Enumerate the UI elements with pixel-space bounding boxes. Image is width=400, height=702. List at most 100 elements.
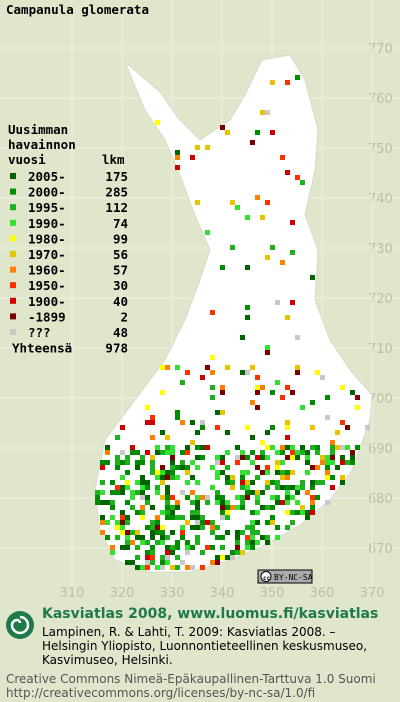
occurrence — [295, 365, 300, 370]
occurrence — [270, 425, 275, 430]
occurrence — [180, 460, 185, 465]
occurrence — [175, 415, 180, 420]
occurrence — [310, 505, 315, 510]
occurrence — [135, 565, 140, 570]
occurrence — [210, 520, 215, 525]
occurrence — [280, 155, 285, 160]
occurrence — [275, 485, 280, 490]
occurrence — [290, 495, 295, 500]
occurrence — [310, 445, 315, 450]
legend-count: 112 — [105, 200, 128, 215]
occurrence — [150, 460, 155, 465]
occurrence — [290, 300, 295, 305]
occurrence — [170, 530, 175, 535]
occurrence — [295, 500, 300, 505]
occurrence — [220, 390, 225, 395]
citation: Kasvimuseo, Helsinki. — [42, 653, 173, 667]
occurrence — [225, 555, 230, 560]
occurrence — [250, 520, 255, 525]
legend-count: 57 — [113, 263, 128, 278]
occurrence — [325, 455, 330, 460]
occurrence — [175, 475, 180, 480]
occurrence — [175, 365, 180, 370]
occurrence — [315, 465, 320, 470]
occurrence — [285, 170, 290, 175]
occurrence — [190, 155, 195, 160]
occurrence — [175, 565, 180, 570]
legend-label: 1900- — [28, 294, 66, 309]
occurrence — [220, 500, 225, 505]
occurrence — [235, 540, 240, 545]
occurrence — [255, 490, 260, 495]
occurrence — [215, 425, 220, 430]
occurrence — [255, 195, 260, 200]
occurrence — [275, 480, 280, 485]
occurrence — [260, 110, 265, 115]
occurrence — [180, 515, 185, 520]
occurrence — [260, 450, 265, 455]
occurrence — [145, 560, 150, 565]
occurrence — [280, 485, 285, 490]
occurrence — [275, 495, 280, 500]
occurrence — [190, 500, 195, 505]
occurrence — [285, 510, 290, 515]
occurrence — [365, 425, 370, 430]
occurrence — [145, 485, 150, 490]
occurrence — [185, 540, 190, 545]
occurrence — [200, 425, 205, 430]
occurrence — [210, 310, 215, 315]
occurrence — [160, 525, 165, 530]
occurrence — [235, 205, 240, 210]
occurrence — [195, 520, 200, 525]
occurrence — [295, 370, 300, 375]
occurrence — [140, 540, 145, 545]
occurrence — [255, 455, 260, 460]
occurrence — [100, 520, 105, 525]
occurrence — [210, 485, 215, 490]
occurrence — [285, 445, 290, 450]
occurrence — [170, 450, 175, 455]
occurrence — [245, 425, 250, 430]
occurrence — [215, 500, 220, 505]
svg-text:cc: cc — [263, 575, 271, 582]
occurrence — [155, 450, 160, 455]
occurrence — [210, 395, 215, 400]
occurrence — [165, 545, 170, 550]
occurrence — [190, 490, 195, 495]
occurrence — [265, 445, 270, 450]
occurrence — [150, 505, 155, 510]
occurrence — [255, 465, 260, 470]
occurrence — [125, 455, 130, 460]
occurrence — [195, 505, 200, 510]
occurrence — [240, 370, 245, 375]
occurrence — [110, 480, 115, 485]
occurrence — [160, 510, 165, 515]
occurrence — [185, 495, 190, 500]
occurrence — [210, 385, 215, 390]
occurrence — [200, 565, 205, 570]
occurrence — [165, 490, 170, 495]
occurrence — [230, 555, 235, 560]
occurrence — [300, 480, 305, 485]
occurrence — [325, 395, 330, 400]
occurrence — [295, 175, 300, 180]
occurrence — [150, 420, 155, 425]
occurrence — [100, 515, 105, 520]
occurrence — [125, 560, 130, 565]
legend-count: 40 — [113, 294, 128, 309]
occurrence — [215, 490, 220, 495]
occurrence — [285, 455, 290, 460]
occurrence — [185, 445, 190, 450]
occurrence — [290, 485, 295, 490]
occurrence — [160, 535, 165, 540]
legend-heading: havainnon — [8, 137, 76, 152]
occurrence — [190, 515, 195, 520]
occurrence — [235, 505, 240, 510]
occurrence — [150, 520, 155, 525]
occurrence — [105, 520, 110, 525]
occurrence — [250, 490, 255, 495]
occurrence — [120, 510, 125, 515]
occurrence — [275, 535, 280, 540]
occurrence — [230, 505, 235, 510]
occurrence — [325, 475, 330, 480]
